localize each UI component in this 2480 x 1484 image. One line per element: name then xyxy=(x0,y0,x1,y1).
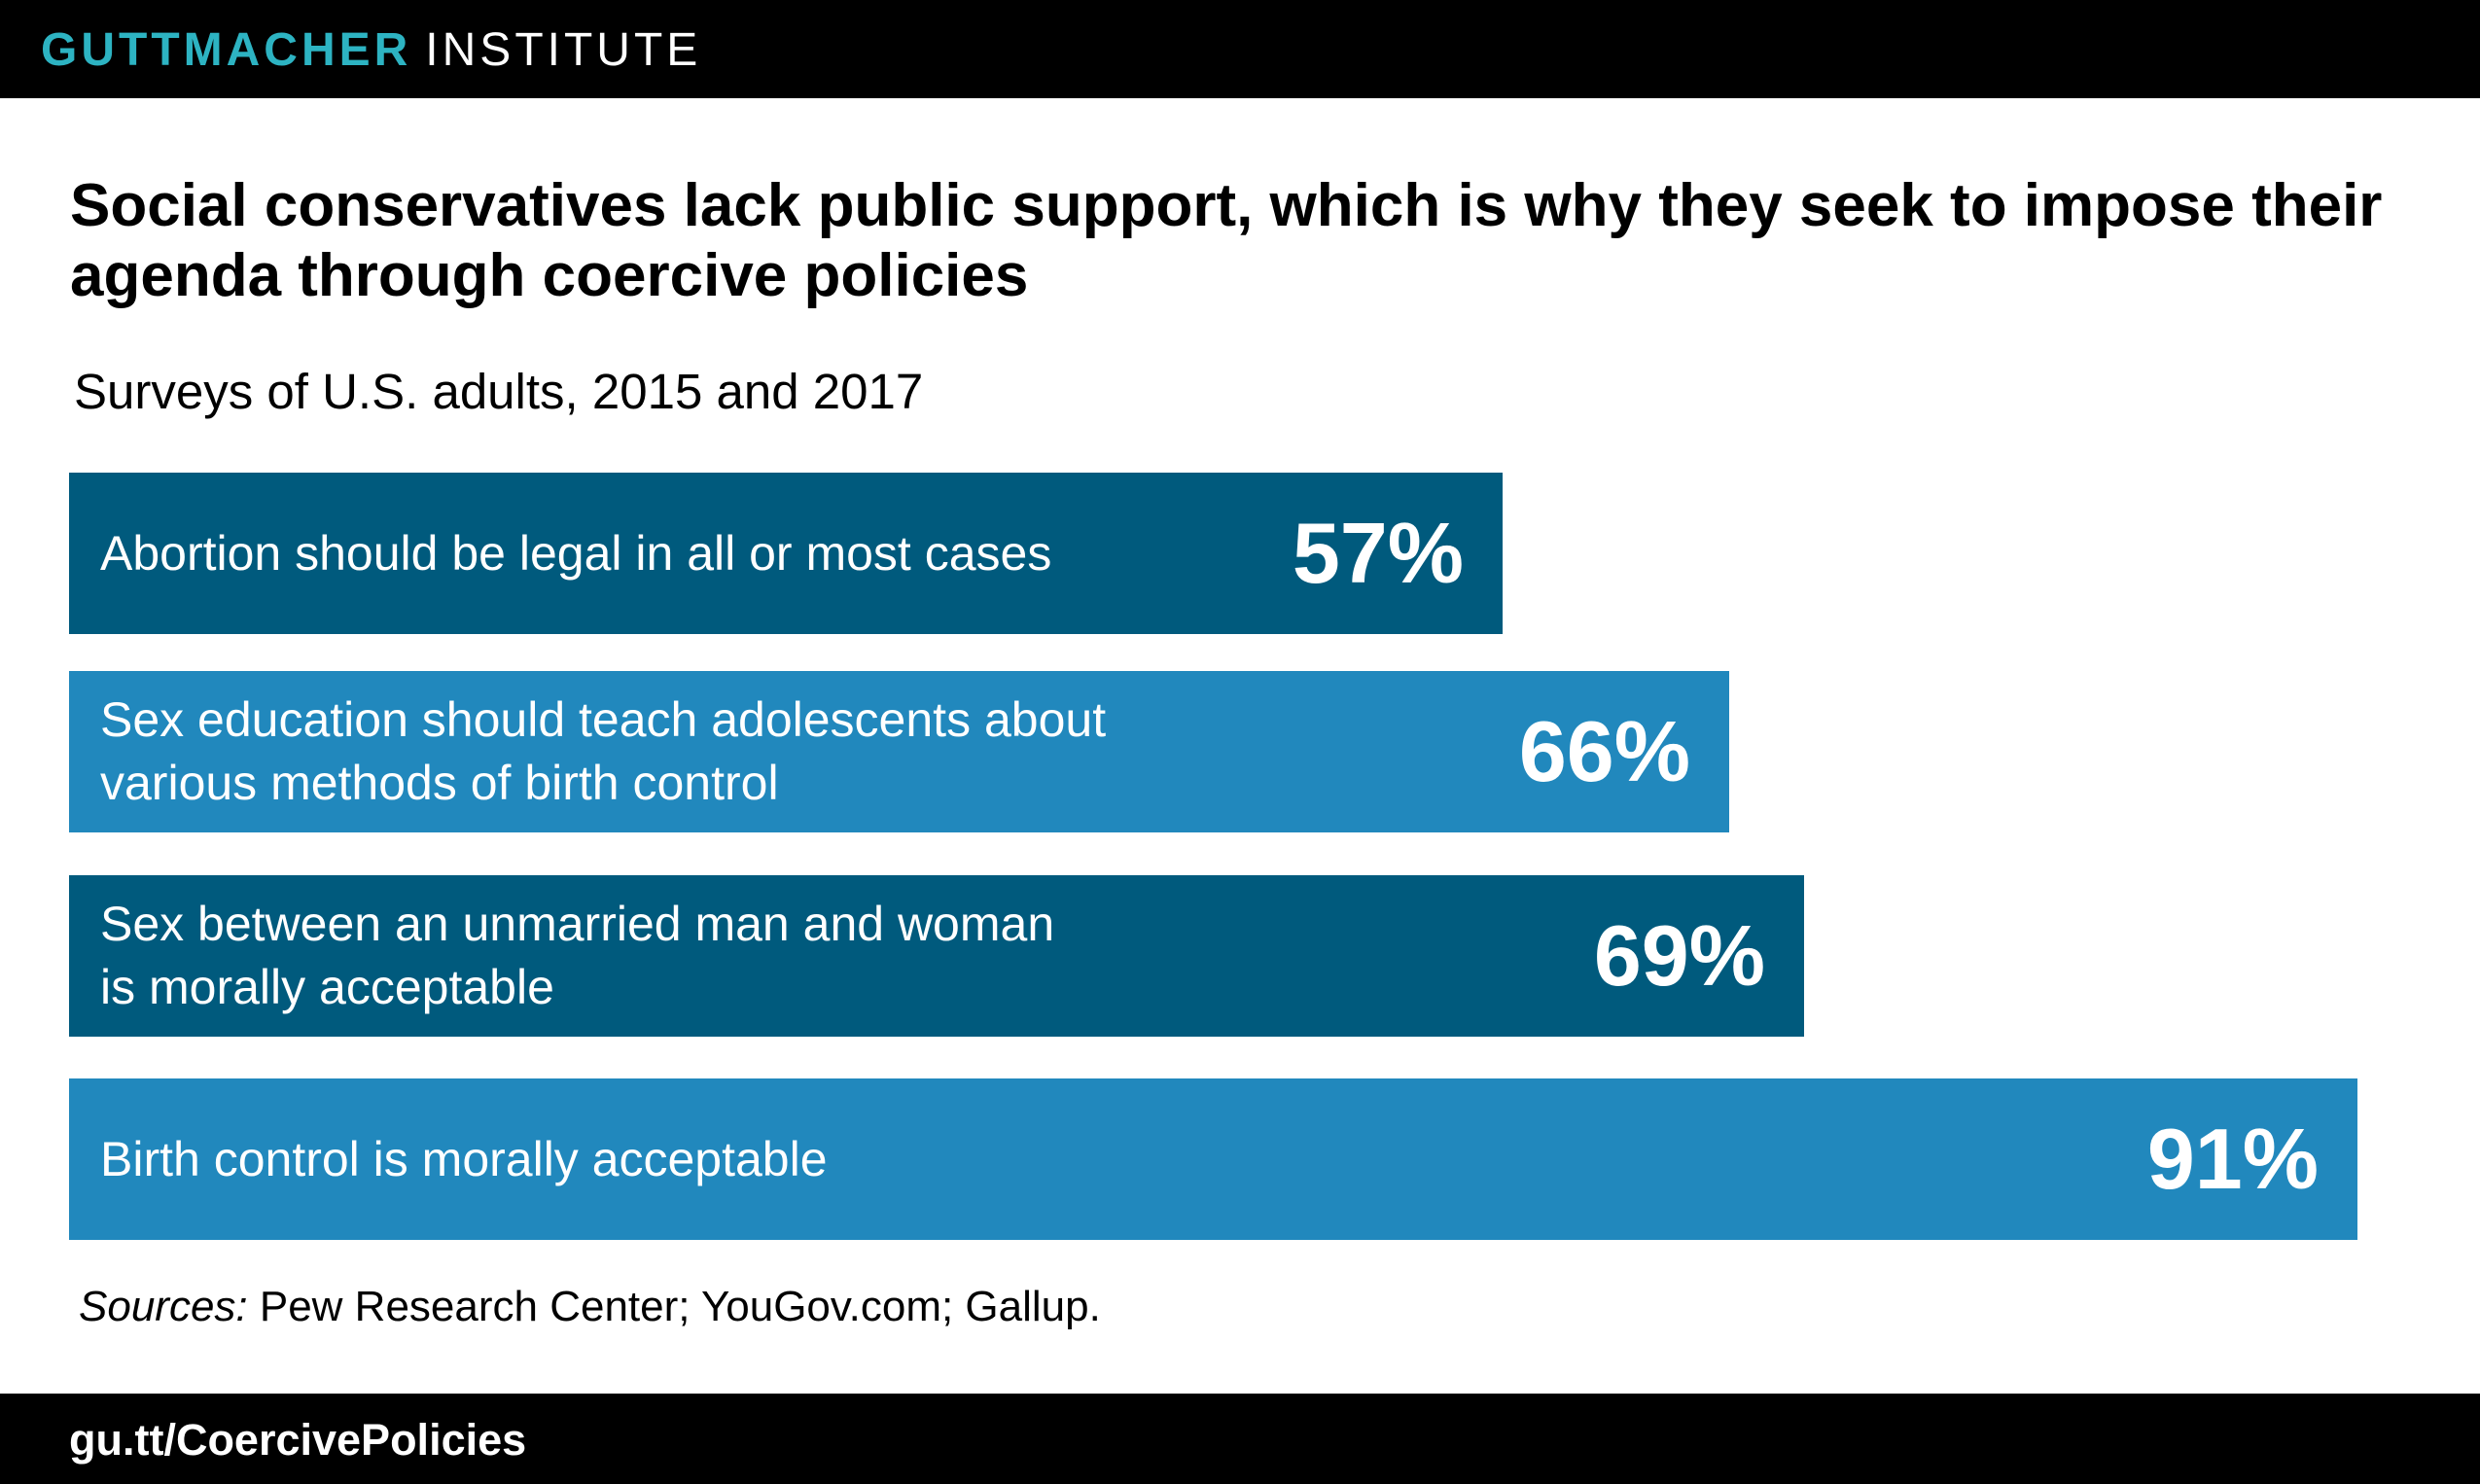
bar-label-line: Birth control is morally acceptable xyxy=(100,1132,828,1186)
bar-2 xyxy=(69,671,1729,832)
header-bar: GUTTMACHER INSTITUTE xyxy=(0,0,2480,98)
bar-label-line: is morally acceptable xyxy=(100,960,554,1014)
bar-label-1: Abortion should be legal in all or most … xyxy=(100,522,1306,585)
bar-label-4: Birth control is morally acceptable xyxy=(100,1128,1306,1191)
bar-value-label-4: 91% xyxy=(2146,1111,2319,1207)
chart-title: Social conservatives lack public support… xyxy=(70,172,2383,309)
sources-text: Pew Research Center; YouGov.com; Gallup. xyxy=(247,1283,1101,1330)
brand-name-light: INSTITUTE xyxy=(425,24,702,76)
footer-bar: gu.tt/CoercivePolicies xyxy=(0,1394,2480,1484)
brand-logo: GUTTMACHER INSTITUTE xyxy=(41,21,701,80)
bar-label-line: Abortion should be legal in all or most … xyxy=(100,526,1052,581)
bar-label-line: various methods of birth control xyxy=(100,756,779,810)
sources-note: Sources: Pew Research Center; YouGov.com… xyxy=(79,1280,1101,1334)
bar-label-line: Sex between an unmarried man and woman xyxy=(100,897,1055,951)
bar-3 xyxy=(69,875,1804,1037)
bar-value-label-3: 69% xyxy=(1593,907,1765,1004)
brand-name-bold: GUTTMACHER xyxy=(41,24,412,76)
bar-label-line: Sex education should teach adolescents a… xyxy=(100,692,1107,747)
bar-label-3: Sex between an unmarried man and woman is… xyxy=(100,893,1306,1019)
bar-4 xyxy=(69,1078,2357,1240)
bar-label-2: Sex education should teach adolescents a… xyxy=(100,689,1306,815)
sources-prefix: Sources: xyxy=(79,1283,248,1330)
bar-value-label-2: 66% xyxy=(1518,703,1690,799)
footer-url[interactable]: gu.tt/CoercivePolicies xyxy=(69,1415,527,1465)
bar-value-label-1: 57% xyxy=(1292,505,1464,601)
chart-subtitle: Surveys of U.S. adults, 2015 and 2017 xyxy=(74,364,924,419)
bar-1 xyxy=(69,473,1503,634)
